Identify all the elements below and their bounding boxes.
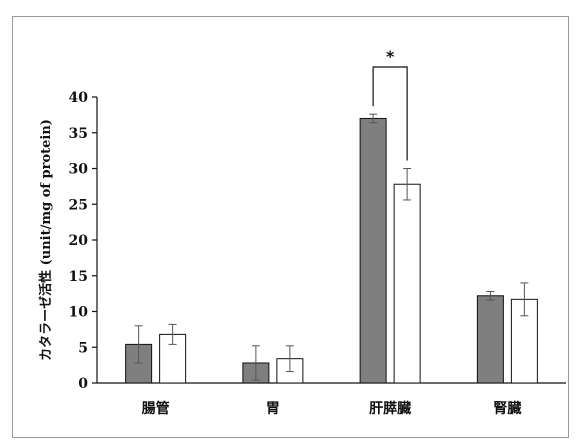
x-category-labels: 腸管 胃 肝膵臓 腎臓	[142, 400, 522, 417]
bar-series-1-3	[476, 295, 504, 384]
y-tick-label: 40	[69, 90, 89, 106]
error-bar	[403, 168, 412, 201]
y-tick-label: 30	[69, 162, 89, 178]
error-bar	[134, 325, 143, 364]
y-ticks: 0 5 10 15 20 25 30 35 40	[69, 90, 97, 392]
error-bar	[285, 345, 294, 373]
y-tick-label: 5	[78, 340, 88, 356]
x-category-label: 腸管	[142, 400, 170, 417]
significance-star: *	[386, 47, 395, 66]
x-category-label: 肝膵臓	[369, 400, 411, 417]
error-bar	[251, 345, 260, 381]
significance-bracket	[372, 66, 408, 161]
y-tick-label: 0	[78, 376, 88, 392]
bars	[125, 117, 538, 384]
error-bar	[369, 113, 378, 124]
error-bar	[486, 290, 495, 301]
x-category-label: 腎臓	[493, 400, 521, 417]
error-bar	[520, 282, 529, 317]
error-bars	[134, 113, 529, 381]
y-tick-label: 20	[69, 233, 89, 249]
y-tick-label: 15	[69, 269, 88, 285]
y-tick-label: 10	[69, 305, 89, 321]
x-category-label: 胃	[266, 401, 280, 417]
y-axis-label: カタラーゼ活性 (unit/mg of protein)	[38, 119, 54, 361]
y-tick-label: 25	[69, 197, 88, 213]
significance-annotation: *	[372, 47, 408, 161]
bar-series-1-2	[359, 117, 387, 384]
error-bar	[168, 323, 177, 345]
y-tick-label: 35	[69, 126, 88, 142]
bar-series-2-2	[393, 183, 421, 384]
